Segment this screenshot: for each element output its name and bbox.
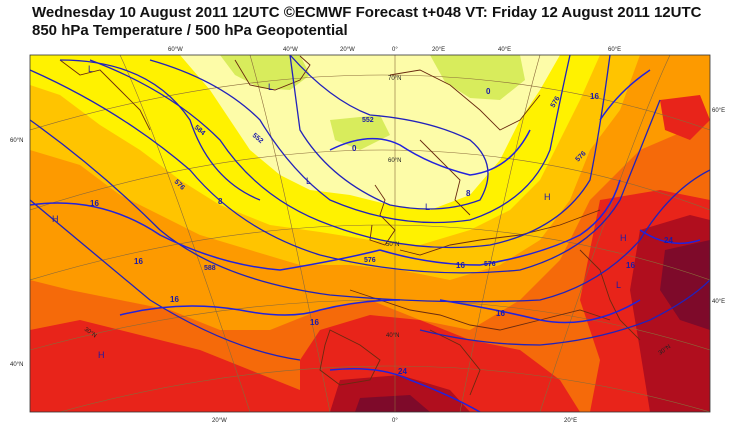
low-centre: L [306, 176, 311, 186]
high-centre: H [620, 233, 627, 243]
temp-label: 0 [486, 87, 491, 96]
field-cold-2 [430, 55, 525, 100]
right-tick: 60°E [712, 108, 725, 114]
top-tick: 20°E [432, 47, 445, 53]
low-centre: L [425, 202, 430, 212]
map-frame [29, 54, 711, 413]
top-tick: 60°W [168, 47, 183, 53]
low-centre: L [88, 64, 93, 74]
field-red-ne [660, 95, 710, 140]
bottom-tick: 20°W [212, 418, 227, 424]
contour-label: 552 [362, 117, 374, 124]
temp-label: 16 [310, 318, 319, 327]
bottom-tick: 0° [392, 418, 398, 424]
map-subtitle: 850 hPa Temperature / 500 hPa Geopotenti… [32, 22, 348, 39]
high-centre: H [52, 214, 59, 224]
temp-label: 8 [466, 189, 471, 198]
lat-label: 40°N [386, 333, 399, 339]
lat-label: 70°N [388, 76, 401, 82]
temp-label: 16 [456, 261, 465, 270]
map-title: Wednesday 10 August 2011 12UTC ©ECMWF Fo… [32, 4, 702, 21]
field-cold-3 [330, 115, 390, 150]
top-tick: 0° [392, 47, 398, 53]
temp-label: 24 [398, 367, 407, 376]
temp-label: 24 [664, 236, 673, 245]
top-tick: 40°E [498, 47, 511, 53]
temp-label: 16 [90, 199, 99, 208]
high-centre: H [98, 350, 105, 360]
lat-label: 60°N [388, 158, 401, 164]
coastlines [59, 55, 641, 396]
temp-label: 8 [218, 197, 223, 206]
top-tick: 20°W [340, 47, 355, 53]
bottom-tick: 20°E [564, 418, 577, 424]
field-maroon-south [355, 395, 430, 412]
temp-label: 16 [134, 257, 143, 266]
lat-label: 50°N [386, 242, 399, 248]
low-centre: L [268, 82, 273, 92]
top-tick: 60°E [608, 47, 621, 53]
field-red-west [30, 320, 320, 412]
left-tick: 60°N [10, 138, 23, 144]
right-tick: 40°E [712, 299, 725, 305]
temp-label: 16 [170, 295, 179, 304]
temp-label: 16 [626, 261, 635, 270]
pressure-centres: L L L L H H H L H [52, 64, 627, 360]
temperature-labels: 0 0 8 8 16 16 16 16 16 16 16 24 24 16 [90, 87, 673, 376]
temp-label: 0 [352, 144, 357, 153]
left-tick: 40°N [10, 362, 23, 368]
top-tick: 40°W [283, 47, 298, 53]
contour-label: 576 [364, 257, 376, 264]
temp-label: 16 [496, 309, 505, 318]
low-centre: L [616, 280, 621, 290]
contour-label: 588 [204, 265, 216, 272]
axis-ticks: 60°W 40°W 20°W 0° 20°E 40°E 60°E 20°W 0°… [10, 47, 725, 424]
temperature-contours [30, 69, 701, 412]
contour-label: 576 [484, 261, 496, 268]
temp-label: 16 [590, 92, 599, 101]
high-centre: H [544, 192, 551, 202]
field-cold-1 [220, 55, 310, 90]
contour-label: 576 [550, 95, 562, 109]
